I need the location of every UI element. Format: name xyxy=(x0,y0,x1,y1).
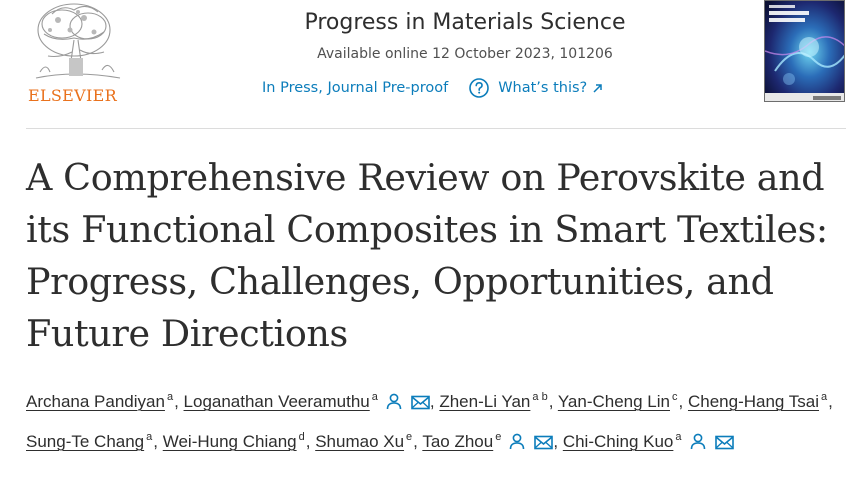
author-separator: , xyxy=(305,432,311,451)
article-status-row: In Press, Journal Pre-proof What’s this? xyxy=(262,77,603,99)
affiliation-marker[interactable]: a xyxy=(166,391,174,403)
author-item: Sung-Te Chang a, xyxy=(26,431,158,451)
author-name-link[interactable]: Shumao Xu xyxy=(315,432,405,451)
author-separator: , xyxy=(153,432,158,451)
header-divider xyxy=(26,128,846,129)
arrow-up-right-icon[interactable] xyxy=(592,83,603,94)
affiliation-marker[interactable]: a xyxy=(146,431,153,443)
envelope-icon[interactable] xyxy=(534,429,554,461)
author-name-link[interactable]: Zhen-Li Yan xyxy=(439,392,531,411)
affiliation-marker[interactable]: d xyxy=(298,431,305,443)
author-separator: , xyxy=(429,392,435,411)
author-item: Cheng-Hang Tsai a, xyxy=(687,391,833,411)
author-item: Zhen-Li Yan a b, xyxy=(439,391,554,411)
author-item: Wei-Hung Chiang d, xyxy=(162,431,311,451)
question-circle-icon[interactable] xyxy=(468,77,490,99)
affiliation-marker[interactable]: e xyxy=(495,431,502,443)
author-item: Loganathan Veeramuthu a, xyxy=(183,391,435,411)
affiliation-marker[interactable]: a xyxy=(821,391,828,403)
affiliation-marker[interactable]: e xyxy=(406,431,413,443)
author-item: Yan-Cheng Lin c, xyxy=(557,391,684,411)
affiliation-marker[interactable]: a xyxy=(371,391,378,403)
envelope-icon[interactable] xyxy=(411,389,430,421)
author-separator: , xyxy=(413,432,418,451)
author-separator: , xyxy=(174,392,179,411)
article-status-link[interactable]: In Press, Journal Pre-proof xyxy=(262,80,449,96)
journal-header: Progress in Materials Science Available … xyxy=(230,10,700,62)
author-separator: , xyxy=(548,392,554,411)
affiliation-marker[interactable]: a xyxy=(675,431,682,443)
elsevier-tree-icon xyxy=(35,3,121,79)
journal-cover-image[interactable] xyxy=(764,0,845,102)
affiliation-marker[interactable]: a b xyxy=(532,391,548,403)
author-item: Archana Pandiyan a, xyxy=(26,391,179,411)
elsevier-logo[interactable]: ELSEVIER xyxy=(22,0,132,108)
journal-title-link[interactable]: Progress in Materials Science xyxy=(304,10,626,35)
author-list: Archana Pandiyan a, Loganathan Veeramuthu… xyxy=(26,381,846,461)
author-separator: , xyxy=(678,392,684,411)
envelope-icon[interactable] xyxy=(714,429,734,461)
author-item: Shumao Xu e, xyxy=(315,431,418,451)
available-online-date: Available online 12 October 2023, 101206 xyxy=(317,46,613,62)
author-name-link[interactable]: Yan-Cheng Lin xyxy=(557,392,670,411)
person-icon[interactable] xyxy=(508,429,526,461)
whats-this-link[interactable]: What’s this? xyxy=(498,80,588,96)
author-name-link[interactable]: Loganathan Veeramuthu xyxy=(183,392,370,411)
author-name-link[interactable]: Cheng-Hang Tsai xyxy=(687,392,820,411)
author-separator: , xyxy=(828,392,833,411)
author-item: Tao Zhou e, xyxy=(422,431,559,451)
publisher-name: ELSEVIER xyxy=(28,86,117,105)
article-title: A Comprehensive Review on Perovskite and… xyxy=(26,156,828,355)
affiliation-marker[interactable]: c xyxy=(672,391,678,403)
author-separator: , xyxy=(553,432,559,451)
person-icon[interactable] xyxy=(689,429,707,461)
author-name-link[interactable]: Sung-Te Chang xyxy=(26,432,145,451)
author-name-link[interactable]: Tao Zhou xyxy=(422,432,494,451)
person-icon[interactable] xyxy=(385,389,403,421)
author-name-link[interactable]: Wei-Hung Chiang xyxy=(162,432,297,451)
author-name-link[interactable]: Chi-Ching Kuo xyxy=(562,432,674,451)
author-name-link[interactable]: Archana Pandiyan xyxy=(26,392,165,411)
author-item: Chi-Ching Kuo a xyxy=(562,431,734,451)
